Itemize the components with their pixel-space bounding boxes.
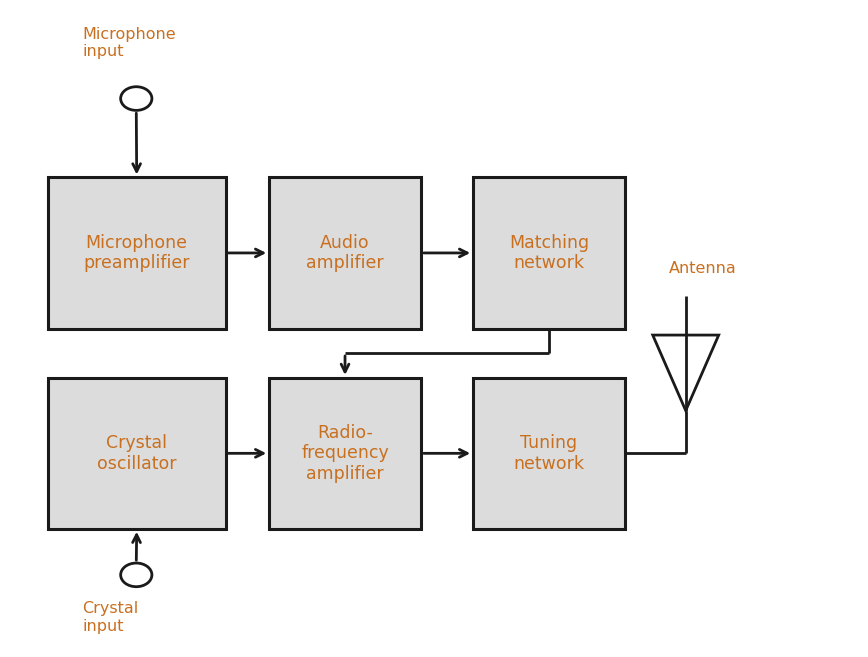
Text: Microphone
input: Microphone input	[82, 26, 176, 59]
Text: Matching
network: Matching network	[509, 233, 589, 273]
Text: Crystal
oscillator: Crystal oscillator	[97, 434, 176, 473]
Text: Radio-
frequency
amplifier: Radio- frequency amplifier	[301, 424, 389, 483]
Bar	[269, 177, 421, 328]
Bar	[48, 378, 226, 529]
Text: Antenna: Antenna	[669, 261, 737, 276]
Bar	[473, 378, 625, 529]
Bar	[48, 177, 226, 328]
Bar	[269, 378, 421, 529]
Text: Audio
amplifier: Audio amplifier	[306, 233, 384, 273]
Text: Crystal
input: Crystal input	[82, 601, 139, 634]
Text: Microphone
preamplifier: Microphone preamplifier	[83, 233, 190, 273]
Polygon shape	[653, 335, 719, 411]
Text: Tuning
network: Tuning network	[514, 434, 584, 473]
Bar	[473, 177, 625, 328]
